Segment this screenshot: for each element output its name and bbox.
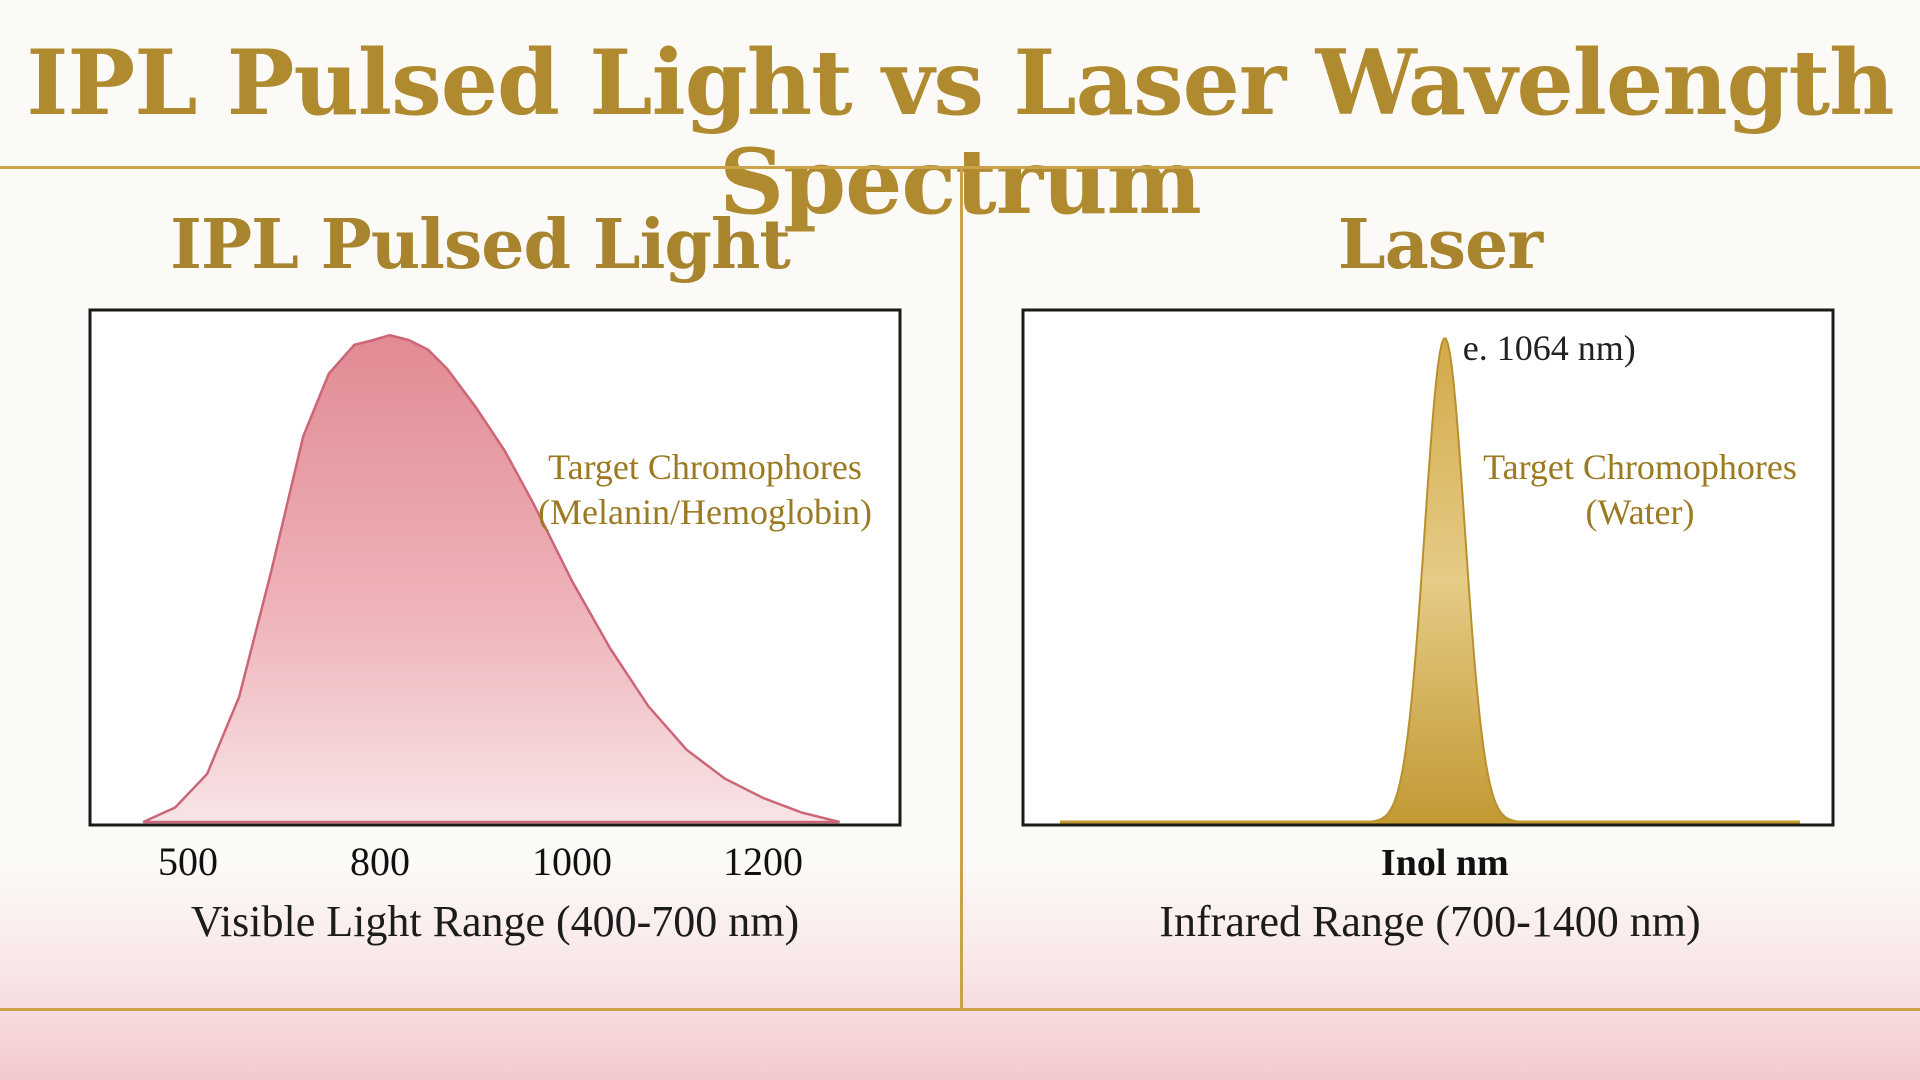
- bottom-divider: [0, 1008, 1920, 1011]
- ipl-panel-title: IPL Pulsed Light: [170, 205, 791, 285]
- ipl-x-axis-label: Visible Light Range (400-700 nm): [190, 897, 800, 946]
- ipl-spectrum-area: [142, 333, 840, 824]
- laser-peak-label: e. 1064 nm): [1463, 328, 1636, 368]
- laser-chromophore-line-2: (Water): [1585, 492, 1695, 532]
- laser-chromophore-line-1: Target Chromophores: [1483, 447, 1797, 487]
- ipl-chromophore-label: Target Chromophores (Melanin/Hemoglobin): [520, 445, 890, 535]
- laser-spectrum-peak: [1369, 337, 1520, 823]
- laser-x-axis-label: Infrared Range (700-1400 nm): [1159, 897, 1701, 946]
- ipl-x-tick-label: 1000: [532, 839, 612, 884]
- ipl-x-tick-label: 800: [350, 839, 410, 884]
- laser-panel-title: Laser: [1337, 205, 1543, 285]
- ipl-chromophore-line-1: Target Chromophores: [548, 447, 862, 487]
- top-divider: [0, 166, 1920, 169]
- laser-chromophore-label: Target Chromophores (Water): [1455, 445, 1825, 535]
- center-divider: [960, 169, 963, 1008]
- ipl-x-tick-label: 500: [158, 839, 218, 884]
- ipl-x-ticks: 500 800 1000 1200: [158, 839, 803, 884]
- laser-x-tick-label: Inol nm: [1381, 842, 1509, 884]
- ipl-x-tick-label: 1200: [723, 839, 803, 884]
- ipl-chromophore-line-2: (Melanin/Hemoglobin): [538, 492, 872, 532]
